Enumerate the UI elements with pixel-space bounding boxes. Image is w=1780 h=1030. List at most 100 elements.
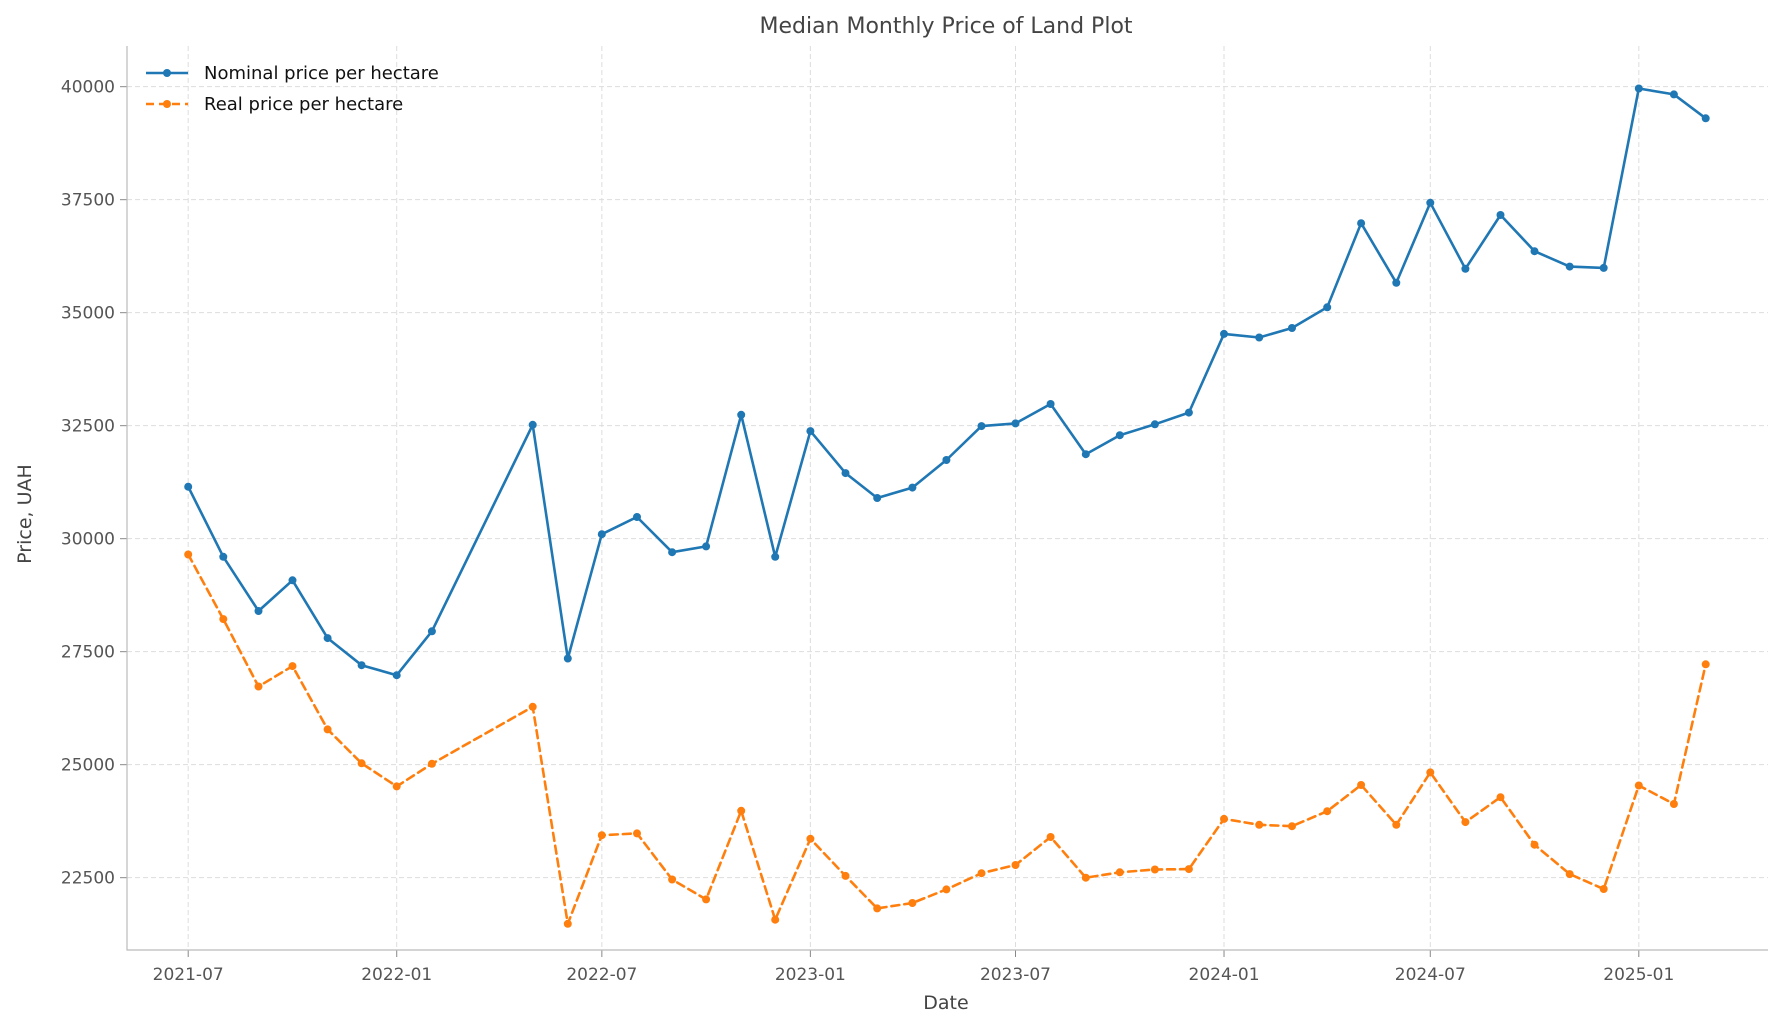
data-point — [1634, 84, 1643, 93]
data-point — [1011, 861, 1020, 869]
data-point — [1115, 868, 1124, 877]
axis-spine — [126, 46, 1768, 951]
data-point — [1046, 833, 1055, 841]
y-axis-label: Price, UAH — [14, 464, 36, 564]
data-point — [1701, 114, 1710, 123]
axes: 22500 25000 27500 30000 32500 35000 37500 40000… — [61, 46, 1768, 985]
legend: Nominal price per hectare Real price per … — [146, 63, 439, 115]
data-point — [806, 834, 815, 843]
data-point — [1115, 431, 1124, 440]
data-point — [1288, 324, 1296, 332]
data-point — [1669, 90, 1678, 99]
x-tick-label: 2023-07 — [980, 965, 1051, 985]
data-point — [1701, 660, 1710, 669]
data-point — [1426, 198, 1435, 207]
data-point — [528, 702, 537, 711]
data-point — [323, 634, 332, 643]
data-point — [771, 552, 780, 561]
data-point — [392, 671, 401, 680]
data-point — [1392, 278, 1401, 287]
data-point — [392, 782, 401, 791]
y-tick-label: 32500 — [61, 417, 115, 437]
data-point — [1599, 263, 1608, 272]
data-point — [1530, 840, 1539, 849]
data-point — [563, 919, 572, 928]
data-point — [1496, 211, 1505, 219]
data-point — [1530, 247, 1539, 256]
series-line-0 — [186, 87, 1707, 677]
data-point — [737, 806, 746, 815]
data-point — [977, 422, 986, 431]
data-point — [1184, 865, 1193, 874]
data-point — [737, 410, 746, 419]
data-point — [702, 895, 711, 904]
data-point — [942, 885, 951, 894]
series-line-1 — [186, 553, 1707, 926]
legend-marker-0 — [163, 69, 171, 77]
data-point — [254, 682, 263, 691]
grid-lines — [127, 46, 1768, 950]
data-point — [942, 456, 951, 464]
data-point — [1599, 885, 1608, 893]
data-point — [1634, 781, 1643, 790]
data-point — [288, 662, 297, 671]
y-tick-label: 25000 — [61, 756, 115, 776]
data-point — [219, 615, 228, 624]
y-tick-label: 30000 — [61, 530, 115, 550]
y-tick-label: 35000 — [61, 304, 115, 324]
x-tick-label: 2023-01 — [775, 965, 846, 985]
data-point — [1496, 793, 1505, 802]
data-point — [1323, 807, 1332, 816]
data-point — [1565, 870, 1574, 879]
x-tick-label: 2022-07 — [566, 965, 637, 985]
data-point — [977, 869, 986, 878]
data-point — [1220, 329, 1228, 338]
data-point — [771, 915, 780, 924]
data-point — [1046, 400, 1055, 408]
y-tick-label: 27500 — [61, 643, 115, 663]
data-point — [597, 831, 606, 840]
data-point — [1184, 408, 1193, 417]
data-point — [184, 482, 193, 491]
data-point — [668, 548, 677, 557]
data-point — [633, 829, 641, 838]
data-point — [668, 875, 677, 884]
data-point — [1461, 818, 1470, 827]
data-point — [1392, 820, 1401, 829]
y-tick-label: 37500 — [61, 191, 115, 211]
data-point — [1150, 420, 1159, 429]
x-tick-label: 2022-01 — [361, 965, 432, 985]
data-point — [357, 759, 366, 768]
x-tick-label: 2024-07 — [1395, 965, 1466, 985]
chart-title: Median Monthly Price of Land Plot — [759, 14, 1132, 39]
data-point — [1565, 262, 1574, 271]
data-point — [597, 530, 606, 539]
x-tick-label: 2024-01 — [1189, 965, 1260, 985]
data-point — [254, 607, 263, 615]
data-point — [908, 483, 917, 492]
data-point — [841, 469, 850, 478]
legend-marker-1 — [163, 100, 171, 108]
y-tick-label: 22500 — [61, 869, 115, 889]
data-point — [1150, 865, 1159, 874]
data-point — [873, 494, 882, 502]
data-point — [702, 542, 711, 551]
data-point — [841, 871, 850, 880]
data-point — [357, 661, 366, 670]
data-point — [1357, 219, 1366, 228]
data-point — [1081, 450, 1090, 459]
x-tick-label: 2021-07 — [153, 965, 224, 985]
data-point — [528, 420, 537, 429]
data-point — [1288, 822, 1296, 831]
data-point — [1426, 768, 1435, 777]
data-point — [1255, 333, 1264, 342]
data-point — [806, 427, 815, 436]
data-point — [1081, 873, 1090, 882]
data-point — [427, 627, 436, 636]
legend-label-0: Nominal price per hectare — [204, 63, 439, 84]
data-point — [563, 654, 572, 663]
legend-label-1: Real price per hectare — [204, 94, 403, 115]
data-point — [633, 513, 641, 521]
data-point — [323, 725, 332, 734]
